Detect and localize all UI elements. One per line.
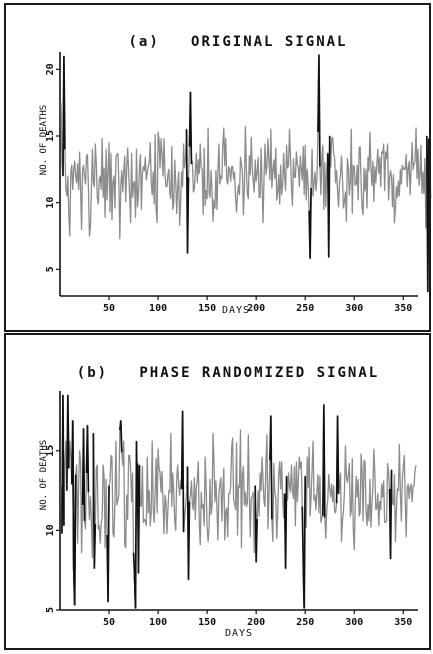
panel-b-spike [388,469,393,560]
panel-a-x-tick-label: 50 [103,303,115,314]
panel-a-x-tick-label: 350 [394,303,412,314]
panel-a-x-tick-label: 200 [247,303,265,314]
panel-b-x-tick-label: 300 [345,617,363,628]
panel-a-spike [308,187,312,259]
panel-b-x-tick-label: 100 [149,617,167,628]
panel-b-spike [106,485,110,603]
panel-b-y-tick-label: 10 [45,524,56,536]
panel-b-frame [4,333,431,650]
panel-a-spike [317,54,321,167]
panel-b-xlabel: DAYS [225,628,253,639]
panel-a-xlabel: DAYS [222,305,250,316]
panel-b-y-tick-label: 15 [45,445,56,457]
panel-b-title: (b) PHASE RANDOMIZED SIGNAL [77,365,379,381]
panel-a-frame [4,3,431,332]
panel-a-y-tick-label: 20 [45,63,56,75]
panel-a-ylabel: NO. OF DEATHS [39,105,49,175]
panel-a-spike [425,135,430,293]
panel-b-spike [283,476,288,569]
panel-a-series-line [60,54,432,293]
panel-b-x-tick-label: 250 [296,617,314,628]
panel-b-spike [335,415,340,504]
panel-b-y-tick-label: 5 [45,607,56,613]
panel-b-spike [92,433,97,569]
panel-b-spike [302,476,307,609]
panel-b-spike [186,466,191,580]
panel-b-x-tick-label: 350 [394,617,412,628]
panel-b-spike [118,420,123,453]
panel-a: (a) ORIGINAL SIGNAL NO. OF DEATHS DAYS 5… [39,34,432,316]
panel-a-spike [185,129,190,254]
panel-a-x-tick-label: 300 [345,303,363,314]
panel-b-spike [269,415,273,520]
panel-a-spike [326,135,331,258]
panel-b-x-tick-label: 150 [198,617,216,628]
panel-b-spike [72,474,77,606]
panel-a-title: (a) ORIGINAL SIGNAL [128,34,347,50]
panel-b-spike [322,404,326,518]
panel-b-spike [61,394,65,534]
panel-b-spike [133,441,138,609]
panel-a-spike [62,55,66,177]
panel-b-spike [66,394,70,491]
panel-b: (b) PHASE RANDOMIZED SIGNAL NO. OF DEATH… [39,365,418,639]
panel-b-x-tick-label: 50 [103,617,115,628]
panel-b-spike [180,410,185,532]
panel-a-x-tick-label: 100 [149,303,167,314]
panel-a-y-tick-label: 10 [45,197,56,209]
panel-a-y-tick-label: 15 [45,130,56,142]
panel-a-spike [188,91,193,165]
panel-b-ylabel: NO. OF DEATHS [39,440,49,510]
panel-a-plot: 50 100 150 200 250 300 350 5 10 15 20 [45,52,432,314]
panel-b-plot: 50 100 150 200 250 300 350 5 10 15 [45,391,418,628]
panel-a-x-tick-label: 150 [198,303,216,314]
panel-a-x-tick-label: 250 [296,303,314,314]
panel-b-spike [136,463,141,574]
panel-a-y-tick-label: 5 [45,266,56,272]
panel-b-spike [81,428,86,521]
panel-b-x-tick-label: 200 [247,617,265,628]
panel-b-spike [254,485,258,563]
panel-b-spike [85,425,90,493]
